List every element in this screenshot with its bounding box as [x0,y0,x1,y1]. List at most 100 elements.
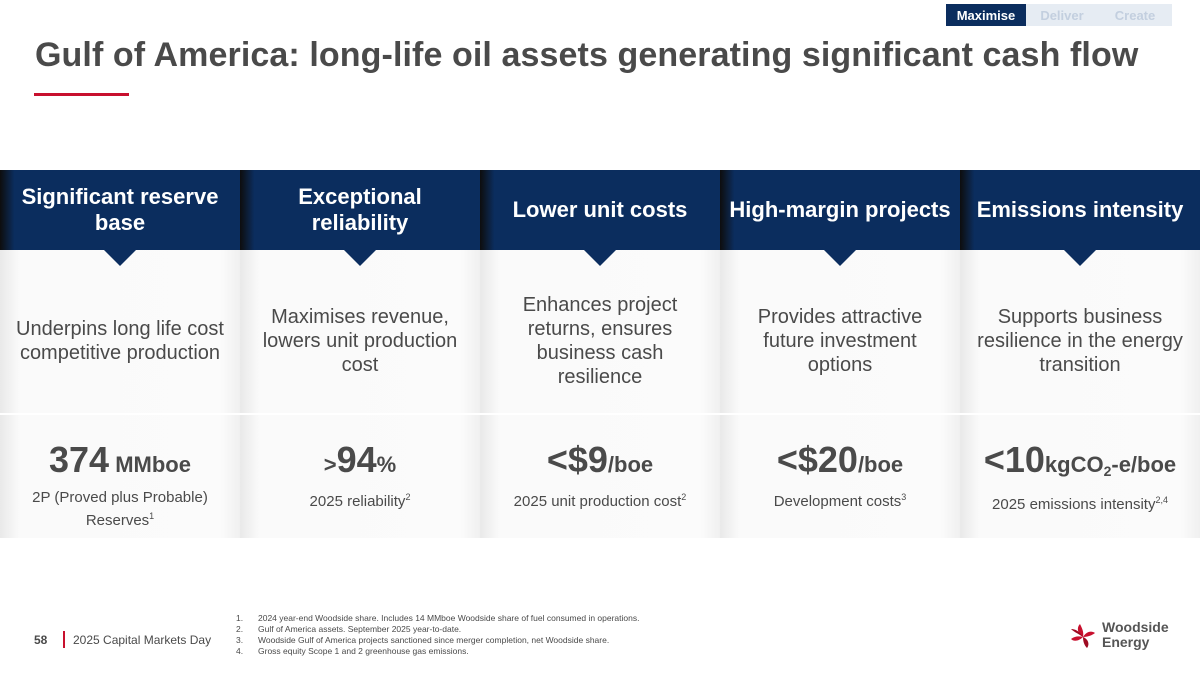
pillar-metric: <10kgCO2-e/boe 2025 emissions intensity2… [960,438,1200,514]
pillar-description: Supports business resilience in the ener… [977,305,1183,376]
pillar-header: Exceptional reliability [240,170,480,250]
pillar-metric: >94% 2025 reliability2 [240,438,480,511]
pillar-metric-panel [720,415,960,538]
pillar-pointer [342,248,378,266]
metric-label: 2P (Proved plus Probable) Reserves1 [0,488,240,530]
footer-event-label: 2025 Capital Markets Day [73,633,212,647]
logo-line-1: Woodside [1102,619,1169,635]
pillar-description-panel [240,250,480,413]
page-number: 58 [34,633,48,647]
pillar-header-text: High-margin projects [729,197,951,222]
pillar-metric: 374 MMboe 2P (Proved plus Probable) Rese… [0,438,240,530]
nav-tab-label: Create [1114,7,1156,23]
pillar-header: Lower unit costs [480,170,720,250]
pillar-metric-panel [480,415,720,538]
pillar-emissions-intensity: Emissions intensity Supports business re… [960,170,1200,538]
footnote-number: 2. [236,624,244,634]
metric-unit-subscript: 2 [1103,463,1112,479]
pillar-header: High-margin projects [720,170,960,250]
footnotes: 1. 2024 year-end Woodside share. Includes… [236,613,639,657]
metric-unit: % [376,452,397,477]
metric-label-text: Development costs [773,493,902,510]
nav-tab-deliver[interactable]: Deliver [1026,4,1098,26]
metric-number: $20 [797,439,858,480]
pillar-description: Provides attractive future investment op… [757,305,923,376]
pillar-header: Significant reserve base [0,170,240,250]
metric-unit-suffix: -e/boe [1111,452,1177,477]
page-title: Gulf of America: long-life oil assets ge… [35,36,1139,74]
pillar-pointer [1062,248,1098,266]
woodside-flower-icon [1071,624,1095,648]
footnote-ref: 2 [681,492,687,502]
footnote-item: 4. Gross equity Scope 1 and 2 greenhouse … [236,646,639,657]
pillar-description-panel [0,250,240,413]
metric-value: >94% [240,438,480,490]
pillar-description-panel [960,250,1200,413]
pillar-high-margin-projects: High-margin projects Provides attractive… [720,170,960,538]
footnote-number: 4. [236,646,244,656]
pillars: Significant reserve base Underpins long … [0,170,1200,538]
metric-label: Development costs3 [720,488,960,511]
pillar-pointer [582,248,618,266]
metric-label-text: 2P (Proved plus Probable) Reserves [32,489,208,529]
pillar-reserve-base: Significant reserve base Underpins long … [0,170,240,538]
company-logo: Woodside Energy [1068,620,1169,650]
metric-unit: /boe [857,452,904,477]
pillar-reliability: Exceptional reliability Maximises revenu… [240,170,480,538]
metric-number: 94 [336,439,377,480]
metric-unit: kgCO [1044,452,1104,477]
footnote-ref: 2 [405,492,411,502]
pillar-description: Enhances project returns, ensures busine… [522,293,678,388]
footnote-number: 3. [236,635,244,645]
footnote-ref: 2,4 [1155,495,1168,505]
metric-label: 2025 reliability2 [240,488,480,511]
footnote-ref: 1 [149,511,155,521]
pillar-metric-panel [960,415,1200,538]
pillar-metric: <$9/boe 2025 unit production cost2 [480,438,720,511]
nav-tab-maximise[interactable]: Maximise [946,4,1026,26]
metric-number: 374 [49,439,110,480]
footnote-item: 1. 2024 year-end Woodside share. Includes… [236,613,639,624]
metric-prefix: < [983,439,1005,480]
pillar-header: Emissions intensity [960,170,1200,250]
nav-tab-create[interactable]: Create [1098,4,1172,26]
section-nav: Maximise Deliver Create [946,4,1172,26]
nav-tab-label: Maximise [956,7,1016,23]
metric-unit: /boe [607,452,654,477]
pillar-header-text: Emissions intensity [976,197,1184,222]
footer-divider [63,631,65,648]
footnote-text: 2024 year-end Woodside share. Includes 1… [258,613,640,623]
pillar-pointer [822,248,858,266]
logo-line-2: Energy [1102,634,1150,650]
pillar-description: Underpins long life cost competitive pro… [16,317,224,364]
metric-unit: MMboe [109,452,191,477]
pillar-pointer [102,248,138,266]
metric-prefix: < [546,439,568,480]
pillar-header-text: Lower unit costs [512,197,688,222]
footnote-item: 2. Gulf of America assets. September 2025… [236,624,639,635]
pillar-description-panel [720,250,960,413]
metric-label-text: 2025 emissions intensity [992,496,1156,513]
pillar-metric: <$20/boe Development costs3 [720,438,960,511]
footnote-ref: 3 [901,492,907,502]
metric-label-text: 2025 unit production cost [513,493,682,510]
footnote-number: 1. [236,613,244,623]
pillar-description: Maximises revenue, lowers unit productio… [262,305,458,376]
metric-prefix: < [776,439,798,480]
pillar-header-text: Exceptional reliability [298,184,422,235]
metric-value: <$9/boe [480,438,720,490]
footnote-text: Gulf of America assets. September 2025 y… [258,624,462,634]
nav-tab-label: Deliver [1040,7,1084,23]
metric-number: $9 [567,439,608,480]
pillar-metric-panel [240,415,480,538]
pillar-description-panel [480,250,720,413]
logo-wordmark: Woodside Energy [1102,620,1169,650]
title-underline [34,93,129,96]
metric-value: <10kgCO2-e/boe [960,438,1200,493]
metric-label: 2025 unit production cost2 [480,488,720,511]
footnote-text: Woodside Gulf of America projects sancti… [258,635,610,645]
footnote-item: 3. Woodside Gulf of America projects sanc… [236,635,639,646]
footnote-text: Gross equity Scope 1 and 2 greenhouse ga… [258,646,469,656]
metric-prefix: > [323,452,337,477]
pillar-header-text: Significant reserve base [21,184,219,235]
